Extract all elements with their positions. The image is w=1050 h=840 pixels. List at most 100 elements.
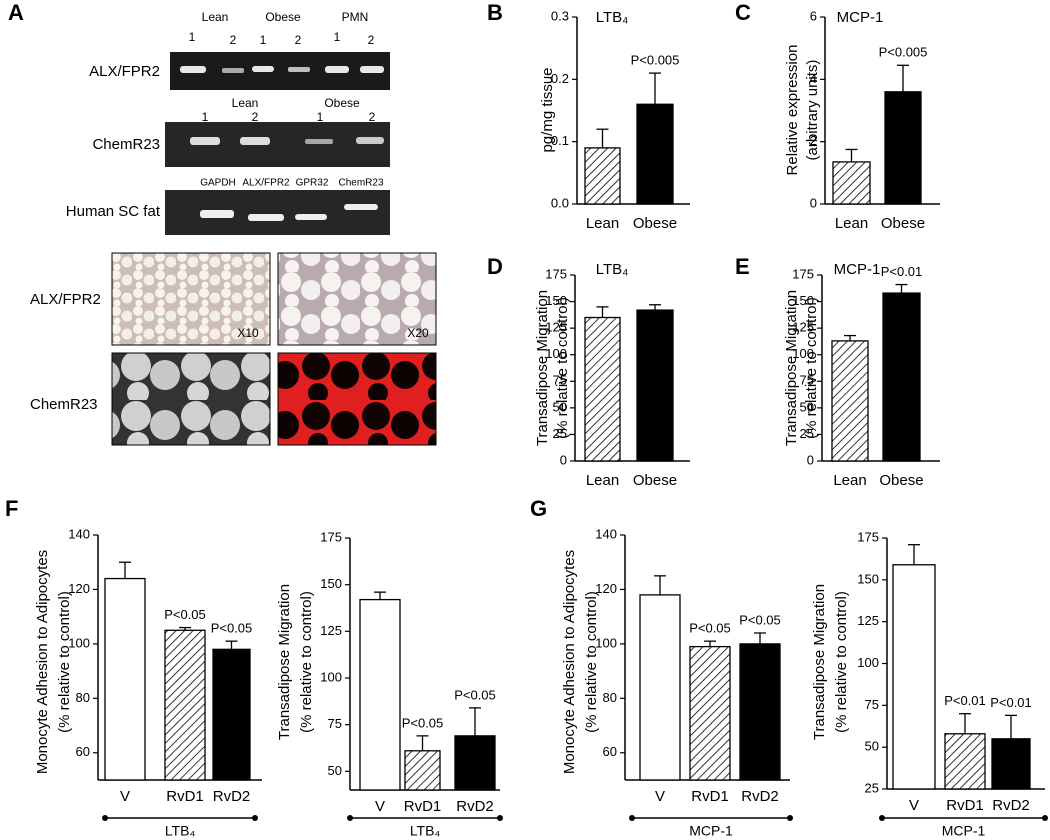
micrographs: [111, 252, 437, 446]
y-tick-label: 2: [810, 133, 817, 148]
micrograph: [277, 252, 437, 346]
x-tick-label: Obese: [881, 215, 925, 232]
y-tick-label: 100: [545, 346, 567, 361]
y-tick-label: 150: [320, 576, 342, 591]
gel-label: Human SC fat: [66, 203, 161, 220]
y-tick-label: 60: [76, 744, 90, 759]
y-tick-label: 125: [857, 613, 879, 628]
bar: [359, 598, 401, 791]
y-tick-label: 50: [800, 399, 814, 414]
lane-label: 1: [202, 110, 209, 124]
group-label: Obese: [265, 10, 301, 24]
panel-letter: A: [8, 0, 24, 25]
lane-label: 1: [260, 33, 267, 47]
bar: [584, 147, 621, 205]
bar: [584, 316, 621, 462]
y-tick-label: 140: [68, 526, 90, 541]
bracket-end: [879, 815, 885, 821]
x-tick-label: RvD1: [404, 798, 442, 815]
annotation: P<0.05: [739, 612, 781, 627]
y-tick-label: 120: [595, 581, 617, 596]
annotation: P<0.05: [402, 715, 444, 730]
y-axis-label: (% relative to control): [833, 591, 850, 733]
lane-label: 2: [252, 110, 259, 124]
annotation: P<0.05: [164, 607, 206, 622]
panel-letter: D: [487, 254, 503, 279]
y-axis-label: Transadipose Migration: [534, 290, 551, 446]
bar: [454, 735, 496, 791]
micrograph-label: ALX/FPR2: [30, 291, 101, 308]
y-axis-label: (arbitrary units): [804, 60, 821, 161]
y-tick-label: 175: [320, 529, 342, 544]
x-tick-label: Lean: [586, 472, 619, 489]
bar: [991, 738, 1031, 790]
y-tick-label: 25: [865, 780, 879, 795]
y-tick-label: 75: [865, 697, 879, 712]
y-tick-label: 100: [595, 635, 617, 650]
y-tick-label: 4: [810, 71, 817, 86]
bar: [832, 161, 871, 205]
y-tick-label: 100: [68, 635, 90, 650]
x-tick-label: Lean: [586, 215, 619, 232]
lane-label: 2: [230, 33, 237, 47]
y-tick-label: 75: [328, 716, 342, 731]
bar: [212, 648, 251, 781]
y-tick-label: 175: [792, 266, 814, 281]
y-axis-label: Transadipose Migration: [276, 584, 293, 740]
bar: [831, 340, 869, 462]
bracket-end: [1042, 815, 1048, 821]
gel: [170, 52, 390, 90]
gel-label: ALX/FPR2: [89, 63, 160, 80]
x-tick-label: V: [120, 788, 130, 805]
bar: [944, 733, 986, 790]
bracket-end: [347, 815, 353, 821]
annotation: P<0.01: [990, 695, 1032, 710]
bar: [164, 629, 206, 781]
group-label: Lean: [232, 96, 259, 110]
lane-label: 1: [317, 110, 324, 124]
y-tick-label: 0: [810, 195, 817, 210]
panel-letter: C: [735, 0, 751, 25]
chart-title: MCP-1: [837, 9, 884, 26]
annotation: P<0.05: [689, 621, 731, 636]
y-tick-label: 0.1: [551, 133, 569, 148]
y-axis-label: (% relative to control): [803, 297, 820, 439]
magnification: X10: [237, 326, 259, 340]
y-tick-label: 50: [553, 399, 567, 414]
lane-label: 2: [369, 110, 376, 124]
x-axis-label: MCP-1: [689, 823, 733, 839]
lane-label: 2: [295, 33, 302, 47]
x-tick-label: Obese: [633, 215, 677, 232]
y-tick-label: 0.2: [551, 71, 569, 86]
bands: [200, 204, 378, 221]
y-axis-label: Monocyte Adhesion to Adipocytes: [34, 550, 51, 774]
y-tick-label: 80: [76, 690, 90, 705]
bar: [404, 750, 441, 791]
y-axis-label: pg/mg tissue: [539, 67, 556, 152]
x-tick-label: RvD1: [166, 788, 204, 805]
y-tick-label: 120: [68, 581, 90, 596]
bracket-end: [629, 815, 635, 821]
group-label: PMN: [342, 10, 369, 24]
y-tick-label: 25: [553, 426, 567, 441]
x-tick-label: V: [909, 797, 919, 814]
bar: [882, 292, 921, 462]
gel-label: ChemR23: [92, 136, 160, 153]
x-tick-label: RvD2: [213, 788, 251, 805]
bracket-end: [252, 815, 258, 821]
x-tick-label: RvD2: [992, 797, 1030, 814]
micrograph: [111, 252, 271, 346]
annotation: P<0.05: [211, 621, 253, 636]
x-axis-label: LTB₄: [410, 823, 441, 839]
x-tick-label: Lean: [833, 472, 866, 489]
y-tick-label: 175: [545, 266, 567, 281]
lane-label: 1: [189, 30, 196, 44]
x-tick-label: V: [655, 788, 665, 805]
bar: [636, 103, 674, 205]
group-label: Lean: [202, 10, 229, 24]
x-tick-label: RvD2: [456, 798, 494, 815]
y-axis-label: (% relative to control): [583, 591, 600, 733]
chart-title: LTB₄: [596, 261, 629, 278]
panel-letter: B: [487, 0, 503, 25]
y-tick-label: 140: [595, 526, 617, 541]
